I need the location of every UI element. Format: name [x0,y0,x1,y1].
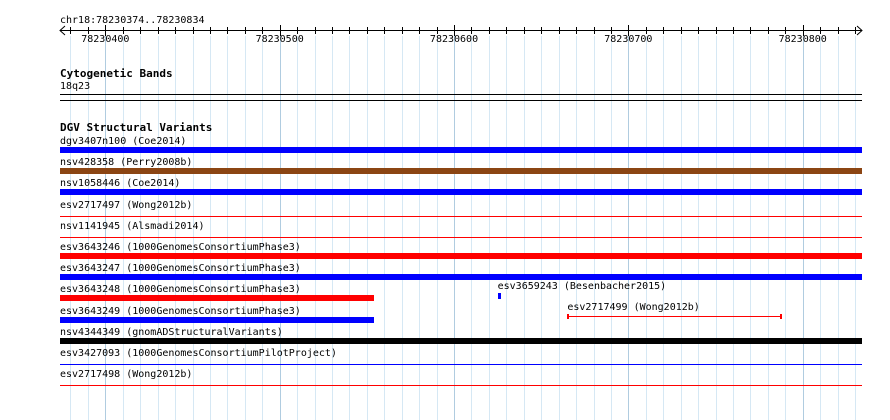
cytoband-label: 18q23 [60,81,91,92]
variant-feature[interactable] [60,215,862,217]
ruler-tick-label: 78230400 [81,34,130,45]
variant-label[interactable]: nsv4344349 (gnomADStructuralVariants) [60,326,283,338]
ruler-tick-label: 78230800 [778,34,827,45]
track-title-dgv: DGV Structural Variants [60,121,213,134]
ruler-arrow [856,25,863,36]
locus-label: chr18:78230374..78230834 [60,15,205,26]
variant-label[interactable]: esv3659243 (Besenbacher2015) [497,281,667,292]
ruler-tick-label: 78230600 [429,34,479,45]
variant-feature[interactable] [60,364,862,365]
ruler-tick-label: 78230500 [255,34,304,45]
variant-end-cap [779,314,782,319]
track-divider [60,100,862,101]
variant-feature[interactable] [60,385,862,387]
variant-label[interactable]: nsv1141945 (Alsmadi2014) [60,220,205,232]
variant-feature[interactable] [567,316,782,317]
variant-feature[interactable] [60,168,862,175]
variant-end-cap [567,314,570,319]
variant-feature[interactable] [60,189,862,196]
variant-feature[interactable] [60,147,862,153]
ruler-tick-label: 78230700 [604,34,653,45]
track-title-cytogenetic: Cytogenetic Bands [60,67,173,80]
variant-feature[interactable] [60,236,862,238]
variant-feature[interactable] [60,337,862,344]
variant-feature[interactable] [60,295,374,302]
variant-label[interactable]: esv3643246 (1000GenomesConsortiumPhase3) [60,242,301,253]
variant-label[interactable]: nsv428358 (Perry2008b) [60,157,193,169]
variant-label[interactable]: esv3643248 (1000GenomesConsortiumPhase3) [60,284,301,296]
variant-label[interactable]: nsv1058446 (Coe2014) [60,178,181,190]
variant-label[interactable]: esv2717499 (Wong2012b) [567,302,700,313]
variant-label[interactable]: esv3643249 (1000GenomesConsortiumPhase3) [60,305,301,317]
ruler-axis [60,30,862,31]
variant-feature[interactable] [60,316,374,323]
variant-label[interactable]: dgv3407n100 (Coe2014) [60,136,187,147]
track-divider [60,94,862,95]
variant-feature[interactable] [60,253,862,259]
variant-label[interactable]: esv2717498 (Wong2012b) [60,369,193,381]
variant-label[interactable]: esv3643247 (1000GenomesConsortiumPhase3) [60,263,301,275]
variant-feature[interactable] [497,293,502,299]
variant-label[interactable]: esv2717497 (Wong2012b) [60,199,193,211]
variant-label[interactable]: esv3427093 (1000GenomesConsortiumPilotPr… [60,348,337,359]
variant-feature[interactable] [60,274,862,281]
